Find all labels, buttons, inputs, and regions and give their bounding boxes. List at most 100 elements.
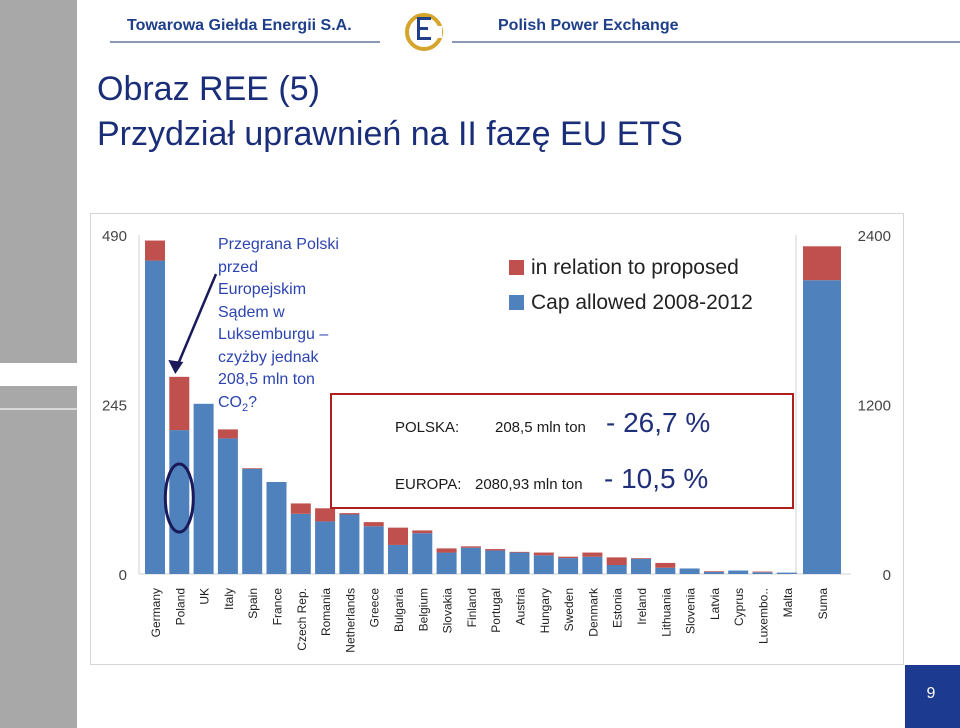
bar-cap-allowed: [606, 565, 627, 574]
slide-title: Obraz REE (5): [97, 70, 320, 108]
bar-proposed-diff: [752, 571, 773, 573]
x-tick-label: Netherlands: [343, 588, 357, 653]
x-tick-label: Greece: [368, 588, 382, 628]
bar-proposed-diff: [217, 429, 238, 439]
bar-cap-allowed: [631, 558, 651, 574]
x-tick-label: Spain: [246, 588, 260, 619]
bar-cap-allowed: [436, 552, 457, 574]
bar-proposed-diff: [145, 240, 165, 261]
sum-bar-proposed-diff: [803, 246, 841, 281]
header-exchange-name: Polish Power Exchange: [498, 17, 679, 34]
bar-cap-allowed: [242, 468, 263, 574]
legend-label: in relation to proposed: [531, 256, 739, 279]
bar-proposed-diff: [606, 557, 627, 566]
y-tick-label: 0: [119, 567, 127, 584]
poland-note: Przegrana Polski przed Europejskim Sądem…: [218, 234, 339, 419]
tge-logo: [400, 8, 448, 52]
x-tick-label: Cyprus: [732, 588, 746, 626]
x-tick-label: Lithuania: [659, 588, 673, 637]
europa-percent: - 10,5 %: [604, 463, 709, 494]
header-org-name: Towarowa Giełda Energii S.A.: [127, 17, 352, 34]
bar-cap-allowed: [193, 403, 214, 574]
legend-label: Cap allowed 2008-2012: [531, 291, 753, 314]
bar-proposed-diff: [363, 522, 384, 527]
bar-proposed-diff: [533, 552, 554, 556]
bar-cap-allowed: [679, 568, 700, 574]
bar-cap-allowed: [485, 550, 506, 574]
slide-subtitle: Przydział uprawnień na II fazę EU ETS: [97, 115, 683, 153]
note-co: CO: [218, 393, 242, 411]
bar-proposed-diff: [242, 468, 263, 469]
x-tick-label: Germany: [149, 588, 163, 637]
x-tick-label: Latvia: [708, 588, 722, 620]
bar-cap-allowed: [290, 513, 311, 574]
bar-proposed-diff: [558, 556, 579, 559]
x-tick-label: Czech Rep.: [295, 588, 309, 651]
x-tick-label: Belgium: [416, 588, 430, 631]
bar-cap-allowed: [776, 572, 797, 574]
bar-cap-allowed: [145, 260, 165, 574]
y-tick-label: 490: [102, 228, 127, 245]
note-line: Przegrana Polski: [218, 236, 339, 253]
x-tick-label: Denmark: [586, 587, 600, 637]
y-tick-label: 245: [102, 398, 127, 415]
note-line: Luksemburgu –: [218, 326, 329, 343]
allocation-chart: 0 245 490 0 1200 2400 Germany Poland UK Italy Spai…: [102, 228, 891, 653]
sum-x-tick-label: Suma: [816, 588, 830, 620]
bar-cap-allowed: [582, 556, 603, 574]
legend-swatch: [509, 295, 524, 310]
bar-cap-allowed: [315, 521, 336, 574]
page-number-box: 9: [905, 665, 960, 728]
x-tick-label: Finland: [465, 588, 479, 627]
x-tick-label: Slovakia: [441, 588, 455, 634]
bar-proposed-diff: [339, 513, 360, 515]
bar-proposed-diff: [460, 546, 481, 548]
left-block-bottom: [0, 386, 77, 728]
note-line: 208,5 mln ton: [218, 371, 315, 388]
x-tick-label: Portugal: [489, 588, 503, 633]
note-line-last: CO2?: [218, 392, 339, 420]
y2-tick-label: 1200: [858, 398, 891, 415]
x-tick-label: Hungary: [538, 588, 552, 633]
header-divider-left: [110, 41, 380, 43]
bar-proposed-diff: [290, 503, 311, 514]
note-line: czyżby jednak: [218, 348, 319, 366]
bar-cap-allowed: [412, 533, 433, 574]
bar-proposed-diff: [412, 530, 433, 534]
left-block-line: [0, 408, 77, 410]
bar-proposed-diff: [582, 552, 603, 557]
bar-cap-allowed: [558, 558, 579, 574]
bar-cap-allowed: [460, 547, 481, 574]
bar-cap-allowed: [655, 567, 676, 574]
bar-proposed-diff: [436, 548, 457, 553]
page-number: 9: [926, 685, 936, 702]
poland-highlight-ellipse: [163, 462, 195, 534]
y2-tick-label: 2400: [858, 228, 891, 245]
polska-value: 208,5 mln ton: [495, 419, 586, 436]
bar-cap-allowed: [703, 571, 724, 574]
poland-arrow-line: [176, 273, 218, 367]
legend-swatch: [509, 260, 524, 275]
y2-tick-label: 0: [883, 567, 891, 584]
bar-proposed-diff: [169, 376, 190, 431]
bar-cap-allowed: [752, 572, 773, 574]
note-line: Sądem w: [218, 303, 285, 321]
tge-logo-icon: [405, 13, 443, 51]
bar-proposed-diff: [703, 571, 724, 572]
x-tick-label: UK: [198, 588, 212, 605]
x-tick-label: Austria: [514, 588, 528, 626]
europa-value: 2080,93 mln ton: [475, 476, 583, 493]
bar-proposed-diff: [631, 558, 651, 559]
x-tick-label: Slovenia: [684, 588, 698, 634]
bar-cap-allowed: [363, 526, 384, 574]
x-tick-label: Ireland: [635, 588, 649, 625]
note-line: przed: [218, 258, 259, 276]
x-tick-label: Italy: [222, 588, 236, 610]
x-tick-label: Bulgaria: [392, 588, 406, 632]
bar-proposed-diff: [655, 562, 676, 568]
note-co-sub: 2: [242, 401, 249, 414]
x-tick-label: Malta: [781, 588, 795, 618]
x-tick-label: Luxembo..: [757, 588, 771, 644]
sum-bar-cap-allowed: [803, 280, 841, 574]
left-block-top: [0, 0, 77, 363]
